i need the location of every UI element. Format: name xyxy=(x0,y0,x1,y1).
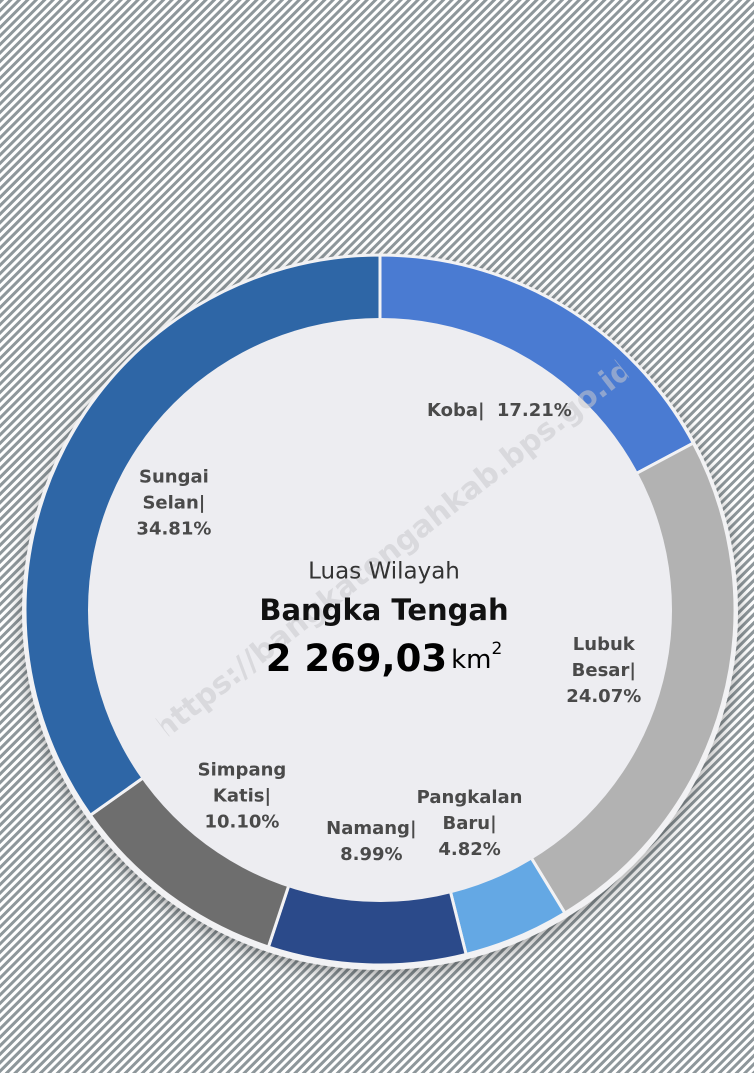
center-unit: km xyxy=(451,645,491,675)
label-separator: | xyxy=(264,785,271,806)
value-label: 24.07% xyxy=(566,686,641,707)
category-name: Besar xyxy=(572,660,630,681)
segment-label: Simpang Katis| 10.10% xyxy=(198,759,287,832)
value-label: 17.21% xyxy=(497,400,572,421)
segment-label: Sungai Selan| 34.81% xyxy=(136,466,211,539)
label-separator: | xyxy=(478,400,485,421)
value-label: 4.82% xyxy=(438,839,500,860)
category-name: Lubuk xyxy=(573,634,636,655)
value-label: 10.10% xyxy=(204,811,279,832)
category-name: Baru xyxy=(443,813,491,834)
category-name: Pangkalan xyxy=(417,787,523,808)
center-name: Bangka Tengah xyxy=(259,593,508,627)
label-separator: | xyxy=(490,813,497,834)
donut-hole xyxy=(88,318,672,902)
value-label: 34.81% xyxy=(136,518,211,539)
segment-label: Lubuk Besar| 24.07% xyxy=(566,634,641,707)
center-title: Luas Wilayah xyxy=(308,559,460,585)
segment-label: Namang| 8.99% xyxy=(326,818,416,865)
label-separator: | xyxy=(410,818,417,839)
center-value: 2 269,03 xyxy=(266,637,447,680)
category-name: Katis xyxy=(213,785,265,806)
category-name: Namang xyxy=(326,818,410,839)
segment-label: Pangkalan Baru| 4.82% xyxy=(417,787,523,860)
center-unit-power: 2 xyxy=(491,639,502,659)
center-value-line: 2 269,03 km2 xyxy=(266,637,503,680)
category-name: Selan xyxy=(142,492,198,513)
category-name: Simpang xyxy=(198,759,287,780)
category-name: Sungai xyxy=(139,466,209,487)
label-separator: | xyxy=(629,660,636,681)
segment-label: Koba| 17.21% xyxy=(427,400,572,421)
value-label: 8.99% xyxy=(340,844,402,865)
label-separator: | xyxy=(199,492,206,513)
category-name: Koba xyxy=(427,400,478,421)
